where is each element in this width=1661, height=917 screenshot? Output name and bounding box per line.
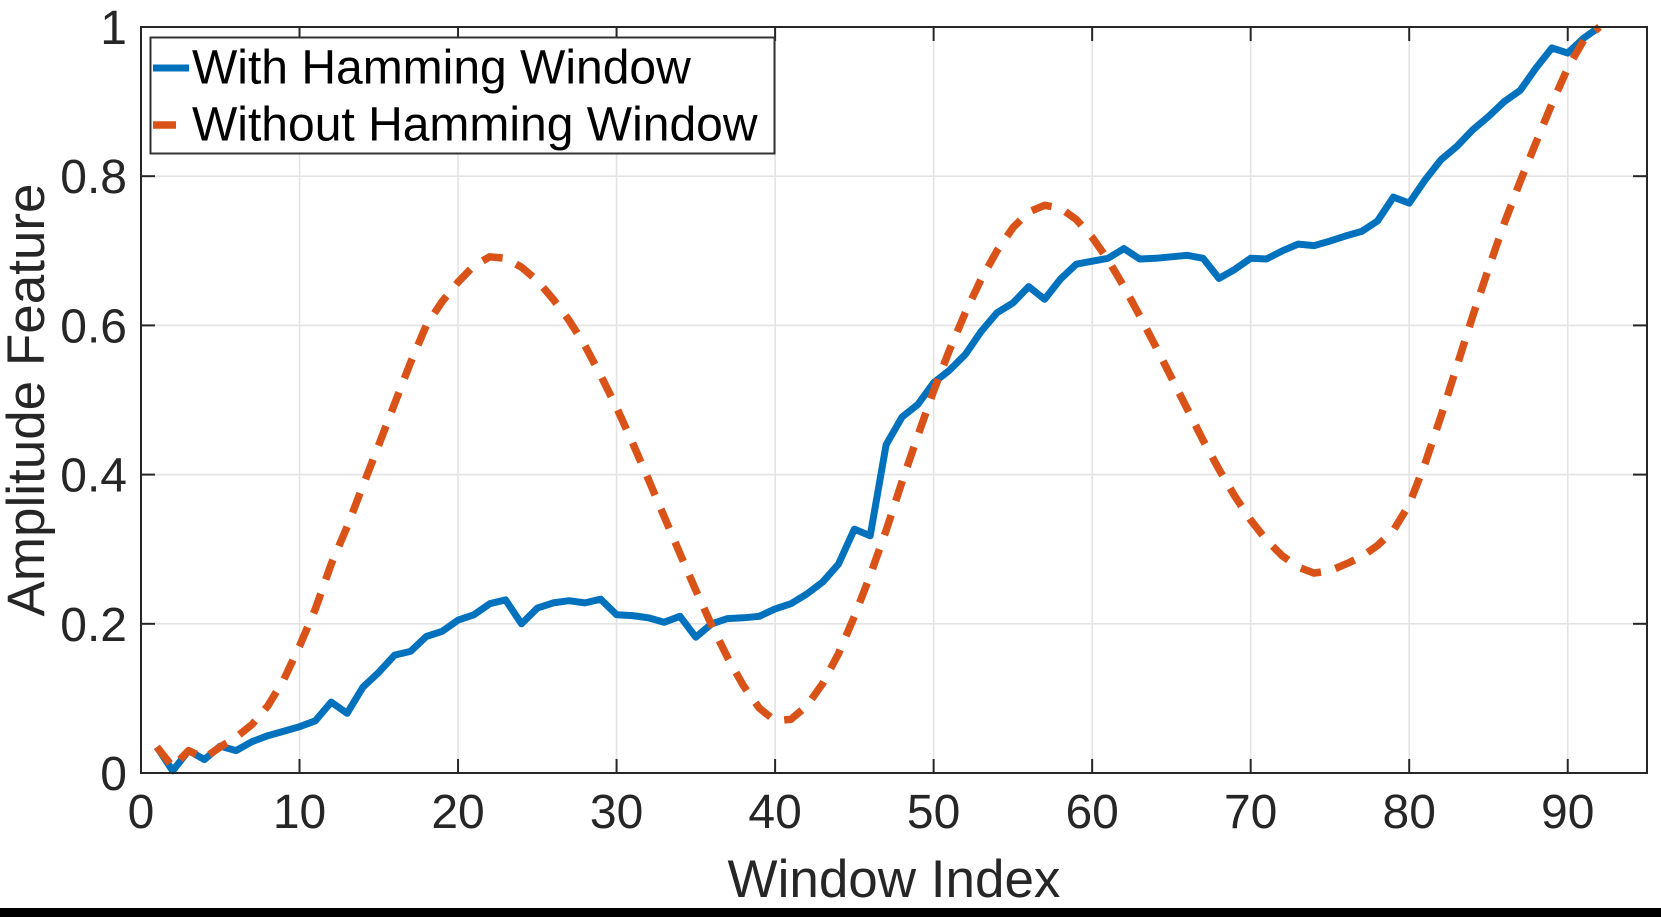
axes-box (140, 26, 1648, 774)
y-tick-label: 0.8 (60, 151, 127, 204)
line-without-hamming-window (153, 24, 1602, 771)
x-axis-tick-labels: 0 10 20 30 40 50 60 70 80 90 (128, 786, 1595, 839)
y-axis-tick-labels: 0 0.2 0.4 0.6 0.8 1 (60, 2, 127, 801)
bottom-black-bar (0, 908, 1661, 917)
y-tick-label: 0.4 (60, 450, 127, 503)
y-tick-label: 0.6 (60, 300, 127, 353)
x-tick-label: 80 (1383, 786, 1436, 839)
legend: With Hamming Window Without Hamming Wind… (149, 36, 776, 155)
legend-box (149, 36, 776, 155)
x-tick-label: 70 (1224, 786, 1277, 839)
y-tick-label: 0.2 (60, 599, 127, 652)
legend-entry-without-hamming: Without Hamming Window (192, 99, 758, 152)
legend-entry-with-hamming: With Hamming Window (192, 42, 691, 95)
line-with-hamming-window (153, 24, 1602, 775)
x-axis-label: Window Index (728, 850, 1061, 909)
y-tick-label: 0 (100, 748, 127, 801)
x-tick-label: 0 (128, 786, 155, 839)
x-tick-label: 60 (1065, 786, 1118, 839)
x-tick-label: 50 (907, 786, 960, 839)
y-axis-label: Amplitude Feature (0, 183, 56, 616)
x-tick-label: 20 (431, 786, 484, 839)
x-tick-label: 30 (590, 786, 643, 839)
y-tick-label: 1 (100, 2, 127, 55)
x-tick-label: 10 (273, 786, 326, 839)
x-tick-label: 40 (748, 786, 801, 839)
x-tick-label: 90 (1541, 786, 1594, 839)
